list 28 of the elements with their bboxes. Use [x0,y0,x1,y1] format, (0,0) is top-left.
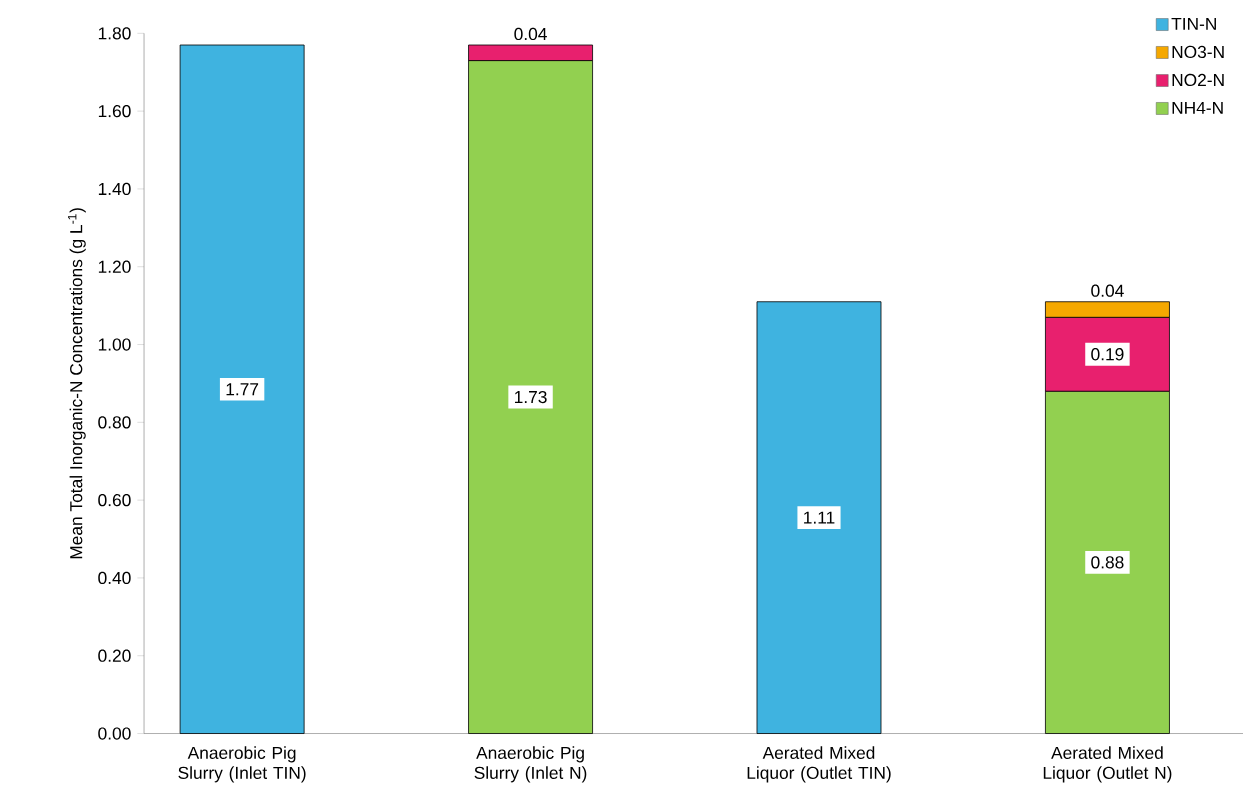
data-label: 1.73 [515,390,547,404]
data-label: 0.19 [1091,348,1124,361]
x-tick-label: Aerated Mixed Liquor (Outlet TIN) [747,746,891,783]
data-label: 1.77 [226,383,259,396]
x-tick-label: Aerated Mixed Liquor (Outlet N) [1043,746,1172,783]
y-tick-label: 0.80 [98,416,131,429]
y-tick-label: 0.60 [98,494,131,507]
y-tick-label: 0.20 [98,649,131,662]
y-tick-label: 1.20 [98,260,131,273]
y-tick-label: 1.80 [98,27,131,40]
y-tick-label: 0.40 [98,571,131,585]
x-tick-label: Anaerobic Pig Slurry (Inlet N) [474,746,587,783]
y-tick-label: 1.40 [98,182,131,196]
data-label: 1.11 [804,511,835,524]
legend-label: NO2-N [1172,73,1224,87]
legend-label: NO3-N [1172,45,1224,59]
data-label: 0.04 [514,27,547,41]
x-tick-label: Anaerobic Pig Slurry (Inlet TIN) [178,746,306,783]
bar [756,301,882,734]
y-tick-label: 1.60 [98,105,131,118]
y-tick-label: 1.00 [98,338,131,351]
legend-label: NH4-N [1172,101,1223,114]
data-label: 0.88 [1091,556,1124,569]
bar [179,44,305,734]
data-label: 0.04 [1091,284,1124,297]
y-tick-label: 0.00 [98,727,131,740]
y-axis-title: Mean Total Inorganic-N Concentrations (g L$^{-1}$) [68,208,86,559]
legend-label: TIN-N [1171,18,1216,30]
